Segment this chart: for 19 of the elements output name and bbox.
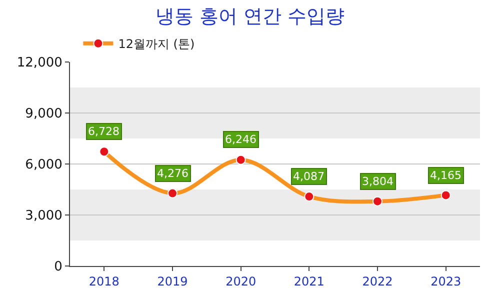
x-tick-label: 2022 xyxy=(362,274,393,288)
legend-label: 12월까지 (톤) xyxy=(118,37,195,52)
y-tick-label: 3,000 xyxy=(25,208,62,224)
x-tick-label: 2020 xyxy=(226,274,256,288)
data-label: 6,246 xyxy=(225,133,256,146)
x-tick-label: 2018 xyxy=(88,274,120,288)
data-label: 4,276 xyxy=(157,167,188,180)
x-tick-label: 2019 xyxy=(157,274,188,288)
data-label: 4,087 xyxy=(293,170,324,183)
y-tick-label: 0 xyxy=(54,260,62,275)
y-tick-label: 12,000 xyxy=(16,56,62,71)
x-tick-label: 2021 xyxy=(294,274,324,288)
data-label: 3,804 xyxy=(362,175,394,188)
x-tick-label: 2023 xyxy=(430,274,462,288)
chart-title: 냉동 홍어 연간 수입량 xyxy=(155,5,345,28)
data-label: 4,165 xyxy=(430,169,462,182)
y-tick-label: 9,000 xyxy=(25,106,62,122)
y-tick-label: 6,000 xyxy=(25,158,62,173)
data-label: 6,728 xyxy=(88,125,120,138)
